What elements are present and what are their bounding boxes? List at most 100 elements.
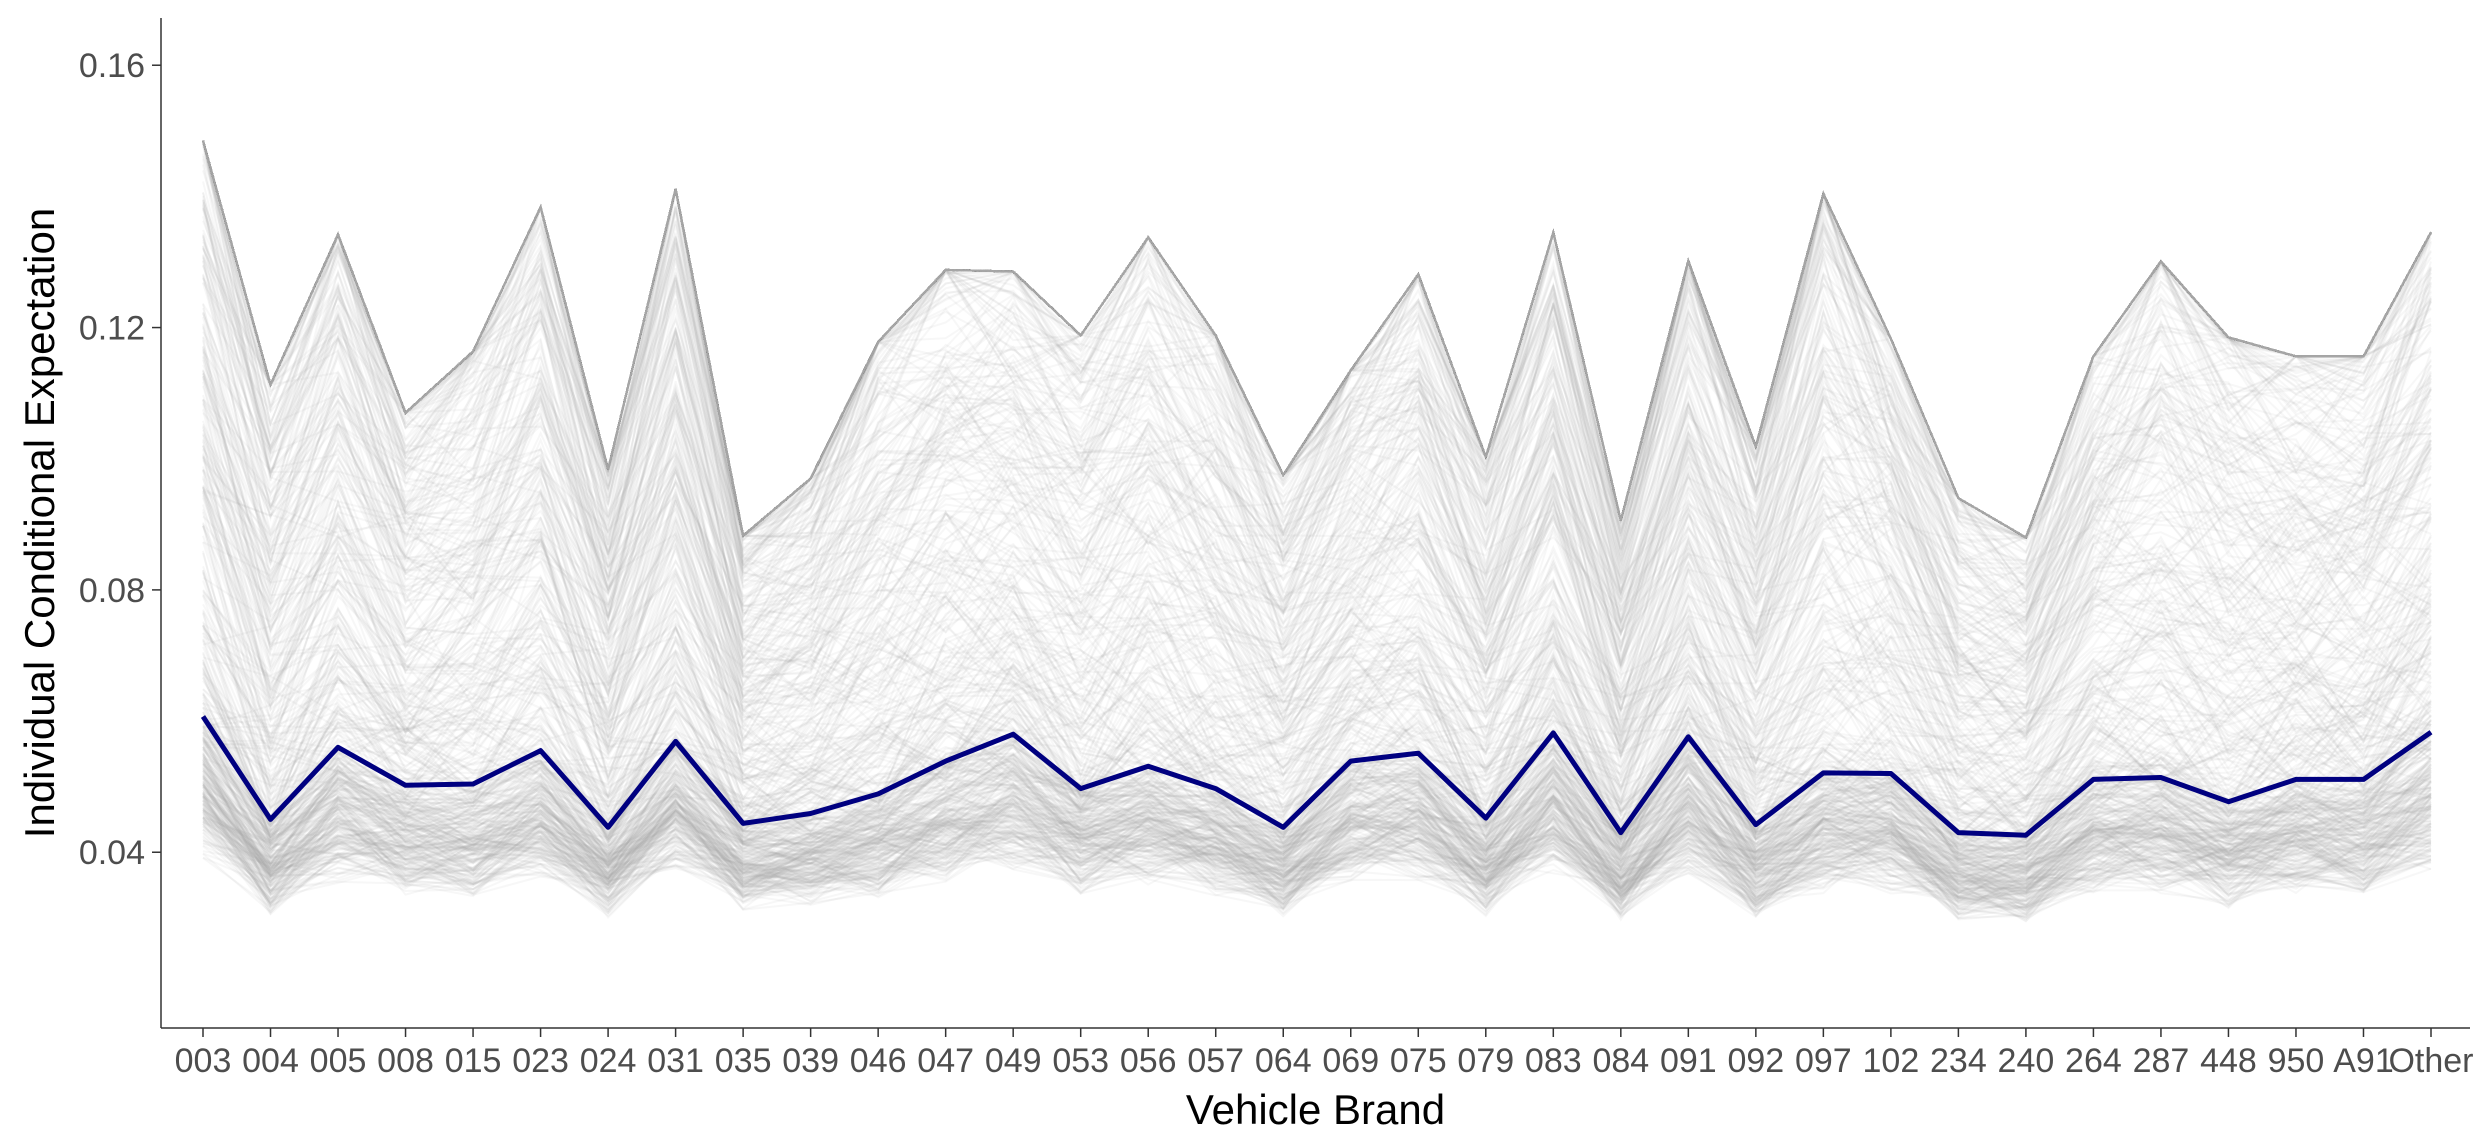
ice-curve (202, 140, 2432, 566)
ice-curve (202, 140, 2432, 539)
ice-curve (202, 140, 2432, 539)
ice-curve (202, 743, 2432, 881)
ice-curve (202, 775, 2432, 916)
ice-curve (202, 140, 2432, 539)
ice-curve (202, 140, 2432, 539)
ice-curve (202, 571, 2432, 845)
ice-curve (202, 745, 2432, 890)
ice-curve (202, 490, 2432, 783)
ice-curve (202, 140, 2432, 539)
ice-curve (202, 798, 2432, 916)
ice-curve (202, 711, 2432, 878)
ice-curve (202, 140, 2432, 539)
ice-curve (202, 352, 2432, 694)
ice-curve (202, 580, 2432, 792)
ice-curve (202, 798, 2432, 914)
ice-curve (202, 655, 2432, 854)
ice-curve (202, 521, 2432, 806)
ice-curve (202, 815, 2432, 909)
x-tick-label: 003 (175, 1042, 232, 1080)
x-tick-label: 057 (1187, 1042, 1244, 1080)
x-tick-label: 035 (715, 1042, 772, 1080)
ice-curve (202, 140, 2432, 539)
ice-curve (202, 188, 2432, 541)
ice-curve (202, 757, 2432, 872)
ice-curve (202, 702, 2432, 868)
ice-curve (202, 446, 2432, 664)
ice-curve (202, 206, 2432, 600)
ice-curve (202, 659, 2432, 853)
average-curve (200, 715, 2433, 838)
ice-curve (202, 773, 2432, 901)
ice-curve (202, 140, 2432, 542)
ice-curve (202, 140, 2432, 539)
ice-curve (202, 140, 2432, 539)
ice-curve (202, 355, 2432, 674)
ice-curve (202, 794, 2432, 914)
ice-curve (202, 140, 2432, 539)
ice-curve (202, 140, 2432, 539)
x-tick-label: 039 (782, 1042, 839, 1080)
ice-curve (202, 499, 2432, 783)
ice-curve (202, 699, 2432, 858)
ice-curve (202, 420, 2432, 712)
ice-curve (202, 599, 2432, 844)
ice-curve (202, 759, 2432, 886)
ice-curve (202, 736, 2432, 892)
ice-curve (202, 140, 2432, 539)
ice-curve (202, 140, 2432, 539)
ice-curve (202, 192, 2432, 629)
ice-curve (202, 382, 2432, 696)
ice-curve (202, 140, 2432, 539)
ice-curve (202, 497, 2432, 802)
ice-curve (202, 659, 2432, 858)
ice-curve (202, 753, 2432, 894)
ice-curve (202, 140, 2432, 539)
ice-curve (202, 140, 2432, 539)
ice-curve (202, 140, 2432, 539)
ice-curve (202, 699, 2432, 867)
ice-curve (202, 795, 2432, 916)
ice-curve (202, 140, 2432, 539)
ice-curve (202, 782, 2432, 911)
ice-curve (202, 140, 2432, 539)
ice-curve (202, 781, 2432, 893)
ice-curve (202, 771, 2432, 903)
ice-curve (202, 285, 2432, 634)
ice-curve (202, 203, 2432, 601)
ice-curve (202, 609, 2432, 840)
ice-curve (202, 350, 2432, 661)
ice-curve (202, 140, 2432, 539)
ice-curve (202, 541, 2432, 837)
y-tick-label: 0.16 (79, 47, 145, 85)
ice-curve (202, 273, 2432, 665)
ice-curve (202, 277, 2432, 668)
ice-curve (202, 691, 2432, 840)
ice-curve (202, 807, 2432, 918)
ice-curve (202, 140, 2432, 539)
ice-curve (202, 796, 2432, 918)
ice-curve (202, 793, 2432, 916)
x-tick-label: 234 (1930, 1042, 1987, 1080)
ice-curve (202, 800, 2432, 917)
ice-curve (202, 198, 2432, 588)
ice-curve (202, 780, 2432, 919)
ice-curve (202, 140, 2432, 539)
ice-curve (202, 140, 2432, 539)
x-tick-label: 053 (1052, 1042, 1109, 1080)
ice-curve (202, 572, 2432, 815)
ice-curve (202, 260, 2432, 671)
ice-curve (202, 754, 2432, 877)
ice-curve (202, 140, 2432, 539)
ice-curve (202, 762, 2432, 901)
ice-curve (202, 786, 2432, 910)
ice-curve (202, 522, 2432, 814)
ice-curve (202, 456, 2432, 804)
ice-curve (202, 699, 2432, 862)
ice-curve (202, 713, 2432, 881)
ice-curve (202, 620, 2432, 839)
ice-curve (202, 254, 2432, 659)
x-tick-label: 264 (2065, 1042, 2122, 1080)
ice-curve (202, 140, 2432, 539)
